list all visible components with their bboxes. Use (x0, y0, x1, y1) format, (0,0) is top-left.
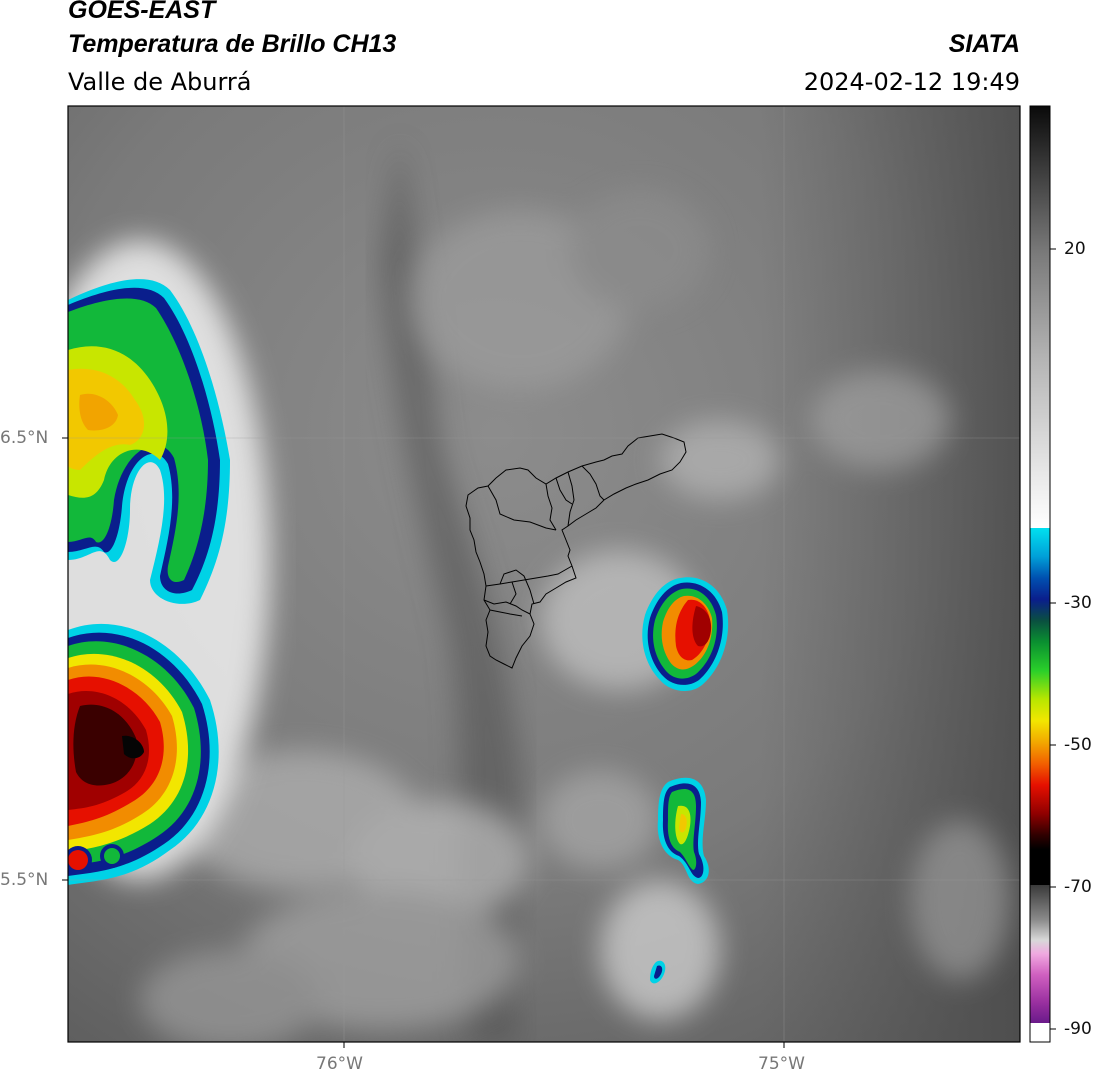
lat-tick-label: 6.5°N (0, 428, 49, 448)
graticule (68, 106, 1020, 1042)
colorbar-tick-label: -50 (1064, 735, 1092, 755)
product-title: Temperatura de Brillo CH13 (68, 30, 397, 58)
storm-east-cell (642, 577, 729, 692)
region-title: Valle de Aburrá (68, 68, 252, 96)
colorbar-tick-label: -30 (1064, 593, 1092, 613)
brightness-temperature-field (68, 106, 1020, 1042)
lon-tick-label: 75°W (758, 1054, 805, 1074)
lat-tick-label: 5.5°N (0, 870, 49, 890)
map-frame (67, 105, 1021, 1043)
storm-south-cell (650, 777, 709, 984)
satellite-title: GOES-EAST (68, 0, 216, 24)
brand-title: SIATA (948, 30, 1020, 58)
datetime-title: 2024-02-12 19:49 (803, 68, 1020, 96)
storm-west-upper (68, 279, 230, 604)
colorbar-tick-label: -70 (1064, 877, 1092, 897)
storm-west-lower (68, 623, 219, 885)
municipal-boundaries (465, 433, 687, 669)
colorbar-tick-label: 20 (1064, 239, 1086, 259)
colorbar (1029, 105, 1056, 1043)
lon-tick-label: 76°W (316, 1054, 363, 1074)
map-ticks (62, 437, 785, 1048)
colorbar-tick-label: -90 (1064, 1019, 1092, 1039)
